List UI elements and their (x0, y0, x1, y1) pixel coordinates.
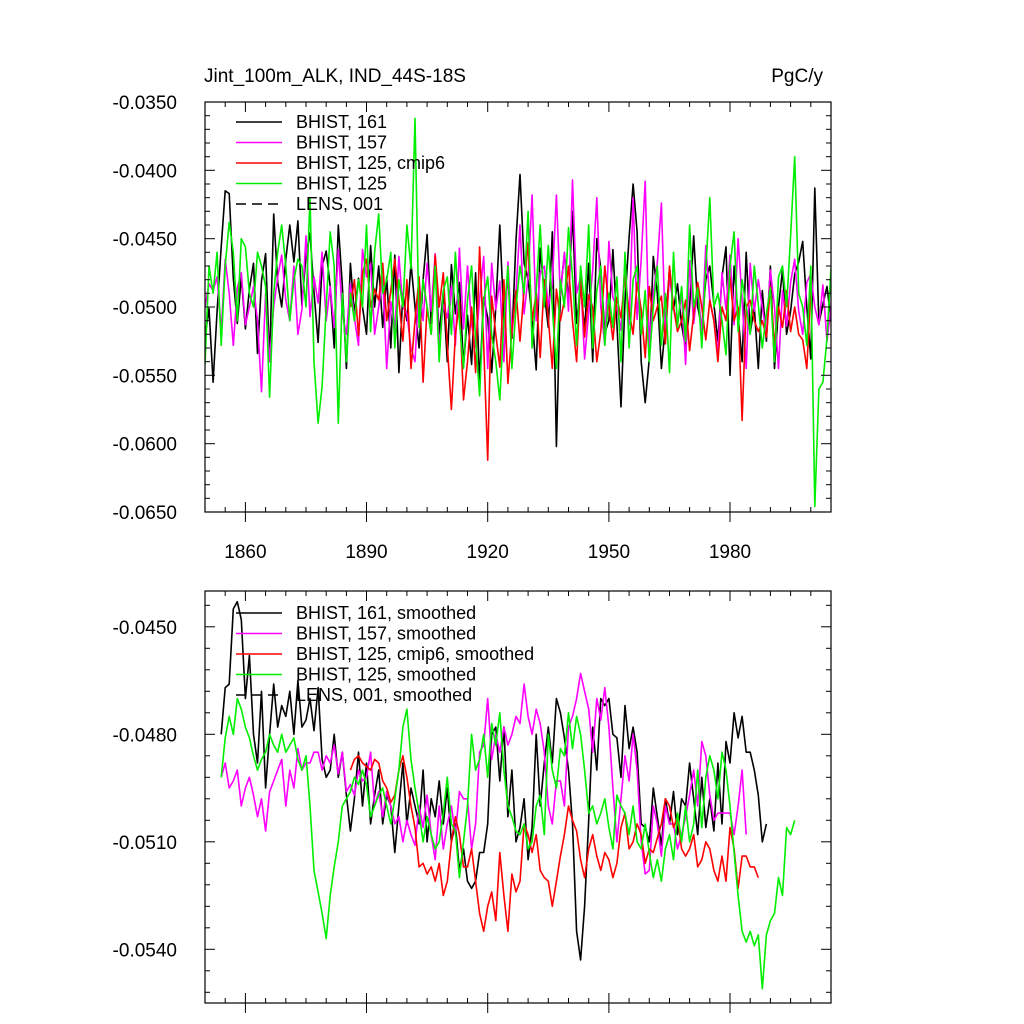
panel-raw: Jint_100m_ALK, IND_44S-18S PgC/y -0.0650… (113, 66, 832, 563)
ticks-layer-smoothed: -0.0540 -0.0510 -0.0480 -0.0450 (113, 591, 832, 1013)
legend-label-smoothed-4: LENS, 001, smoothed (296, 685, 472, 705)
y-tick-label-smoothed: -0.0510 (113, 833, 177, 854)
units-label: PgC/y (771, 66, 823, 87)
legend-label-raw-4: LENS, 001 (296, 194, 383, 214)
y-tick-label-raw: -0.0450 (113, 230, 177, 251)
panel-smoothed: -0.0540 -0.0510 -0.0480 -0.0450 BHIST, 161,… (113, 590, 832, 1013)
y-tick-label-raw: -0.0350 (113, 93, 177, 114)
panel-title: Jint_100m_ALK, IND_44S-18S (204, 66, 466, 87)
series-layer-raw (205, 117, 831, 508)
x-tick-label-raw: 1890 (345, 542, 387, 563)
legend-label-smoothed-3: BHIST, 125, smoothed (296, 665, 476, 685)
legend-label-smoothed-0: BHIST, 161, smoothed (296, 603, 476, 623)
y-tick-label-raw: -0.0600 (113, 435, 177, 456)
y-tick-label-raw: -0.0400 (113, 161, 177, 182)
legend-label-raw-2: BHIST, 125, cmip6 (296, 153, 445, 173)
x-tick-label-raw: 1860 (224, 542, 266, 563)
plot-frame-smoothed (204, 590, 832, 1004)
y-tick-label-raw: -0.0500 (113, 298, 177, 319)
ticks-layer-raw: -0.0650 -0.0600 -0.0550 -0.0500 -0.0450 -0.04… (113, 93, 832, 563)
legend-label-raw-3: BHIST, 125 (296, 174, 387, 194)
x-tick-label-raw: 1950 (588, 542, 630, 563)
x-tick-label-raw: 1980 (709, 542, 751, 563)
legend-label-raw-0: BHIST, 161 (296, 112, 387, 132)
series-line-smoothed-3 (220, 697, 796, 990)
plot-frame-raw (204, 101, 832, 513)
x-tick-label-raw: 1920 (467, 542, 509, 563)
series-line-smoothed-2 (349, 754, 760, 933)
series-line-raw-3 (205, 117, 831, 508)
legend-label-smoothed-2: BHIST, 125, cmip6, smoothed (296, 644, 534, 664)
y-tick-label-smoothed: -0.0450 (113, 618, 177, 639)
legend-label-raw-1: BHIST, 157 (296, 133, 387, 153)
y-tick-label-raw: -0.0650 (113, 503, 177, 524)
series-layer-smoothed (220, 600, 796, 990)
y-tick-label-smoothed: -0.0480 (113, 725, 177, 746)
legend-label-smoothed-1: BHIST, 157, smoothed (296, 624, 476, 644)
y-tick-label-smoothed: -0.0540 (113, 940, 177, 961)
y-tick-label-raw: -0.0550 (113, 366, 177, 387)
